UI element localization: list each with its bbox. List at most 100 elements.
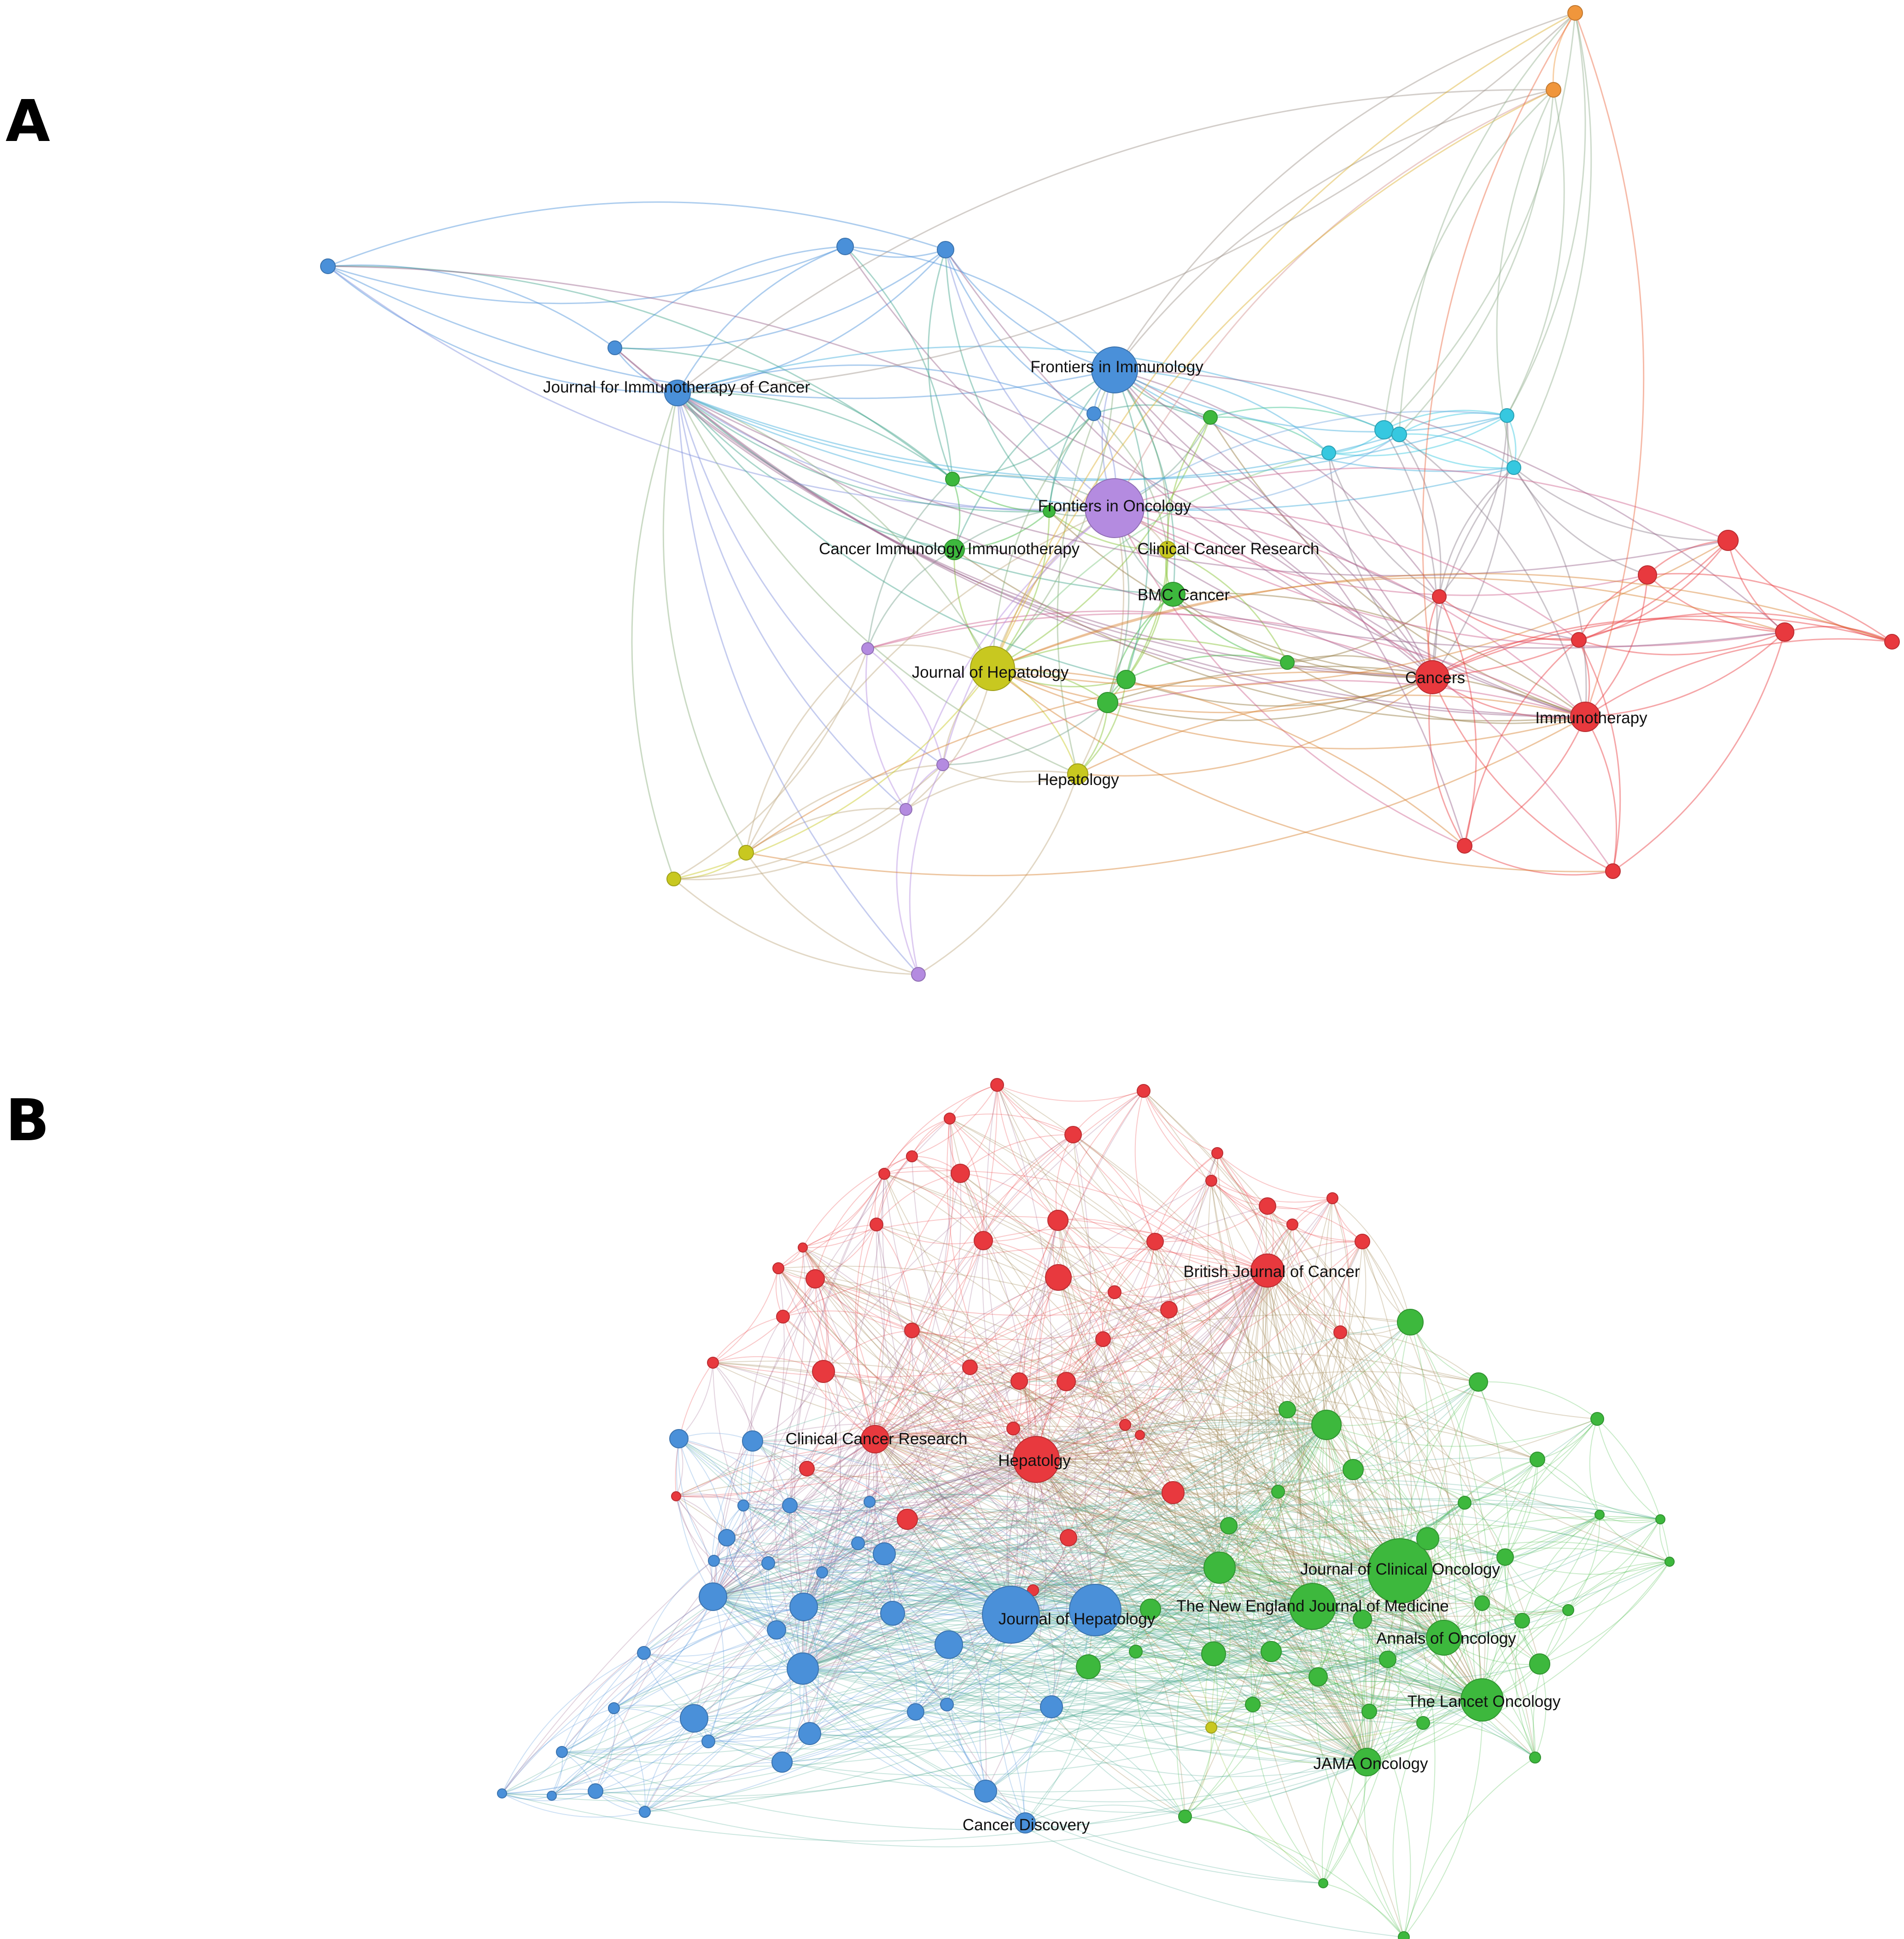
panel-a-edge: [942, 680, 1586, 766]
panel-b-edge: [875, 1439, 1011, 1615]
panel-b-edge: [803, 1547, 1220, 1607]
panel-b-node: [708, 1555, 720, 1567]
panel-b-edge: [1454, 1502, 1483, 1700]
panel-b-edge: [713, 1206, 1268, 1597]
panel-b-edge: [1211, 1727, 1367, 1765]
panel-b-edge: [713, 1596, 1370, 1728]
panel-b-edge: [778, 1268, 1401, 1571]
panel-a-edge: [327, 264, 615, 349]
panel-a-edge: [327, 265, 1115, 399]
panel-b-edge: [884, 1118, 950, 1174]
panel-b-edge: [1139, 1435, 1313, 1607]
panel-b-edge: [1362, 1241, 1412, 1763]
panel-b-edge: [997, 1084, 1074, 1135]
panel-a-edge: [1578, 639, 1621, 872]
panel-b-edge: [713, 1519, 1661, 1648]
panel-a-edge: [992, 668, 1433, 714]
panel-a-edge: [1431, 467, 1515, 678]
panel-b-edge: [806, 1464, 1444, 1638]
panel-a-edge: [1432, 676, 1586, 719]
panel-b-edge: [1267, 1270, 1538, 1460]
panel-b-edge: [802, 1367, 970, 1669]
panel-b-edge: [1427, 1459, 1538, 1539]
panel-a-edge: [662, 392, 747, 853]
panel-b-edge: [949, 1118, 1268, 1271]
panel-b-edge: [875, 1241, 1363, 1440]
panel-b-edge: [1025, 1666, 1089, 1823]
panel-b-edge: [1036, 1459, 1483, 1604]
panel-b-edge: [911, 1330, 970, 1368]
panel-b-node: [1211, 1147, 1223, 1159]
panel-b-edge: [1073, 1134, 1483, 1700]
panel-b-node: [1514, 1613, 1530, 1629]
panel-b-edge: [676, 1442, 1037, 1497]
panel-b-edge: [502, 1793, 552, 1800]
panel-b-edge: [875, 1425, 1506, 1558]
panel-b-edge: [1010, 1206, 1268, 1615]
panel-b-edge: [1323, 1570, 1404, 1884]
panel-b-node: [799, 1461, 815, 1476]
panel-b-edge: [1125, 1309, 1169, 1425]
panel-a-edge: [1438, 467, 1514, 597]
panel-b-edge: [708, 1699, 1483, 1793]
panel-a-edge: [905, 770, 1078, 810]
panel-a-edge: [1506, 12, 1586, 416]
panel-a-edge: [942, 507, 1115, 765]
label-jama-oncology: JAMA Oncology: [1314, 1755, 1428, 1773]
panel-a-edge: [1506, 89, 1565, 416]
panel-b-edge: [1353, 1469, 1428, 1539]
panel-b-edge: [1036, 1371, 1479, 1460]
panel-a-edge: [677, 392, 1433, 678]
panel-b-edge: [789, 1505, 1367, 1763]
panel-b-edge: [561, 1613, 1011, 1752]
panel-b-edge: [743, 1505, 1444, 1652]
panel-b-node: [1279, 1401, 1296, 1418]
panel-b-edge: [778, 1268, 876, 1440]
panel-b-edge: [1211, 1676, 1319, 1728]
panel-b-edge: [949, 1084, 998, 1119]
panel-b-edge: [713, 1247, 806, 1597]
panel-b-edge: [1267, 1270, 1479, 1382]
panel-b-edge: [998, 1614, 1026, 1823]
panel-a-edge: [1167, 417, 1211, 550]
panel-a-edge: [1114, 507, 1648, 596]
panel-b-node: [1355, 1234, 1370, 1249]
panel-b-edge: [1068, 1270, 1268, 1538]
panel-b-edge: [1036, 1459, 1370, 1712]
panel-b-edge: [1173, 1482, 1279, 1493]
panel-b-edge: [803, 1090, 1144, 1607]
panel-b-edge: [875, 1439, 1444, 1639]
panel-b-edge: [1135, 1637, 1444, 1674]
panel-b-edge: [1211, 1180, 1401, 1571]
panel-b-edge: [1155, 1180, 1212, 1242]
panel-b-edge: [1074, 1339, 1104, 1611]
panel-b-edge: [892, 1270, 1268, 1614]
panel-b-edge: [1103, 1241, 1156, 1340]
panel-b-edge: [803, 1322, 1411, 1607]
panel-a-edge: [614, 249, 946, 350]
panel-b-edge: [892, 1613, 947, 1705]
panel-b-edge: [778, 1268, 1367, 1763]
panel-a-edge: [1114, 89, 1554, 370]
panel-b-edge: [1010, 1309, 1169, 1615]
panel-b-edge: [915, 1654, 1483, 1712]
panel-b-edge: [983, 1227, 1268, 1271]
panel-b-edge: [802, 1668, 916, 1712]
panel-a-edge: [992, 417, 1211, 669]
panel-b-edge: [882, 1173, 1011, 1615]
panel-b-edge: [676, 1496, 713, 1597]
panel-b-edge: [1051, 1606, 1313, 1707]
panel-b-edge: [1322, 1424, 1363, 1620]
panel-b-edge: [1051, 1567, 1220, 1707]
panel-a-edge: [1513, 467, 1587, 717]
panel-b-edge: [802, 1173, 885, 1248]
panel-b-node: [637, 1646, 651, 1660]
panel-b-edge: [907, 1519, 1401, 1594]
panel-a-node: [1116, 670, 1136, 689]
panel-b-edge: [997, 1084, 1401, 1571]
panel-b-edge: [815, 1224, 877, 1279]
panel-b-edge: [1537, 1459, 1661, 1520]
panel-b-edge: [1036, 1409, 1288, 1465]
panel-a-edge: [1077, 676, 1433, 777]
panel-b-node: [906, 1150, 918, 1162]
